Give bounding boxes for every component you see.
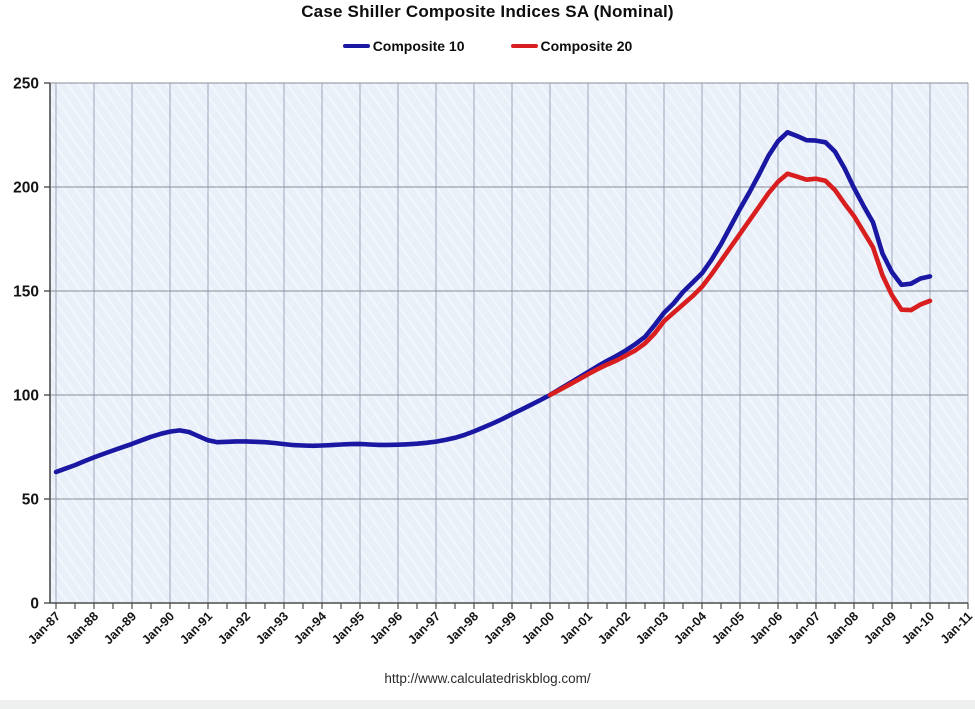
x-tick-label: Jan-89 xyxy=(101,609,139,647)
x-tick-label: Jan-02 xyxy=(595,609,633,647)
x-tick-label: Jan-94 xyxy=(291,609,329,647)
x-tick-label: Jan-98 xyxy=(443,609,481,647)
x-tick-label: Jan-07 xyxy=(785,609,823,647)
y-tick-label: 100 xyxy=(13,388,39,405)
x-tick-label: Jan-04 xyxy=(671,609,709,647)
bottom-strip xyxy=(0,700,975,709)
chart-title: Case Shiller Composite Indices SA (Nomin… xyxy=(301,2,674,21)
x-tick-label: Jan-99 xyxy=(481,609,519,647)
x-tick-label: Jan-90 xyxy=(139,609,177,647)
y-tick-label: 200 xyxy=(13,180,39,197)
x-tick-label: Jan-87 xyxy=(25,609,63,647)
y-tick-label: 250 xyxy=(13,76,39,93)
legend-label-composite-20: Composite 20 xyxy=(540,38,633,54)
y-tick-label: 50 xyxy=(22,492,39,509)
legend-item-composite-10: Composite 10 xyxy=(342,38,465,54)
x-tick-label: Jan-92 xyxy=(215,609,253,647)
source-url: http://www.calculatedriskblog.com/ xyxy=(384,671,591,686)
x-tick-label: Jan-95 xyxy=(329,609,367,647)
x-tick-label: Jan-93 xyxy=(253,609,291,647)
chart-legend: Composite 10 Composite 20 xyxy=(0,38,975,54)
x-tick-label: Jan-91 xyxy=(177,609,215,647)
legend-item-composite-20: Composite 20 xyxy=(510,38,633,54)
y-tick-label: 0 xyxy=(30,596,39,613)
composite-20-line-swatch xyxy=(510,44,538,48)
plot-background-texture xyxy=(50,83,968,603)
x-tick-label: Jan-01 xyxy=(557,609,595,647)
x-tick-label: Jan-96 xyxy=(367,609,405,647)
x-tick-label: Jan-11 xyxy=(938,609,975,646)
x-tick-label: Jan-97 xyxy=(405,609,443,647)
legend-label-composite-10: Composite 10 xyxy=(372,38,465,54)
x-tick-label: Jan-03 xyxy=(633,609,671,647)
x-tick-label: Jan-06 xyxy=(747,609,785,647)
composite-10-line xyxy=(53,130,933,475)
composite-20-line xyxy=(547,171,933,398)
composite-10-line-swatch xyxy=(342,44,370,48)
x-tick-label: Jan-88 xyxy=(63,609,101,647)
x-tick-label: Jan-00 xyxy=(519,609,557,647)
x-tick-label: Jan-10 xyxy=(899,609,937,647)
x-tick-label: Jan-09 xyxy=(861,609,899,647)
x-tick-label: Jan-05 xyxy=(709,609,747,647)
x-tick-label: Jan-08 xyxy=(823,609,861,647)
y-tick-label: 150 xyxy=(13,284,39,301)
